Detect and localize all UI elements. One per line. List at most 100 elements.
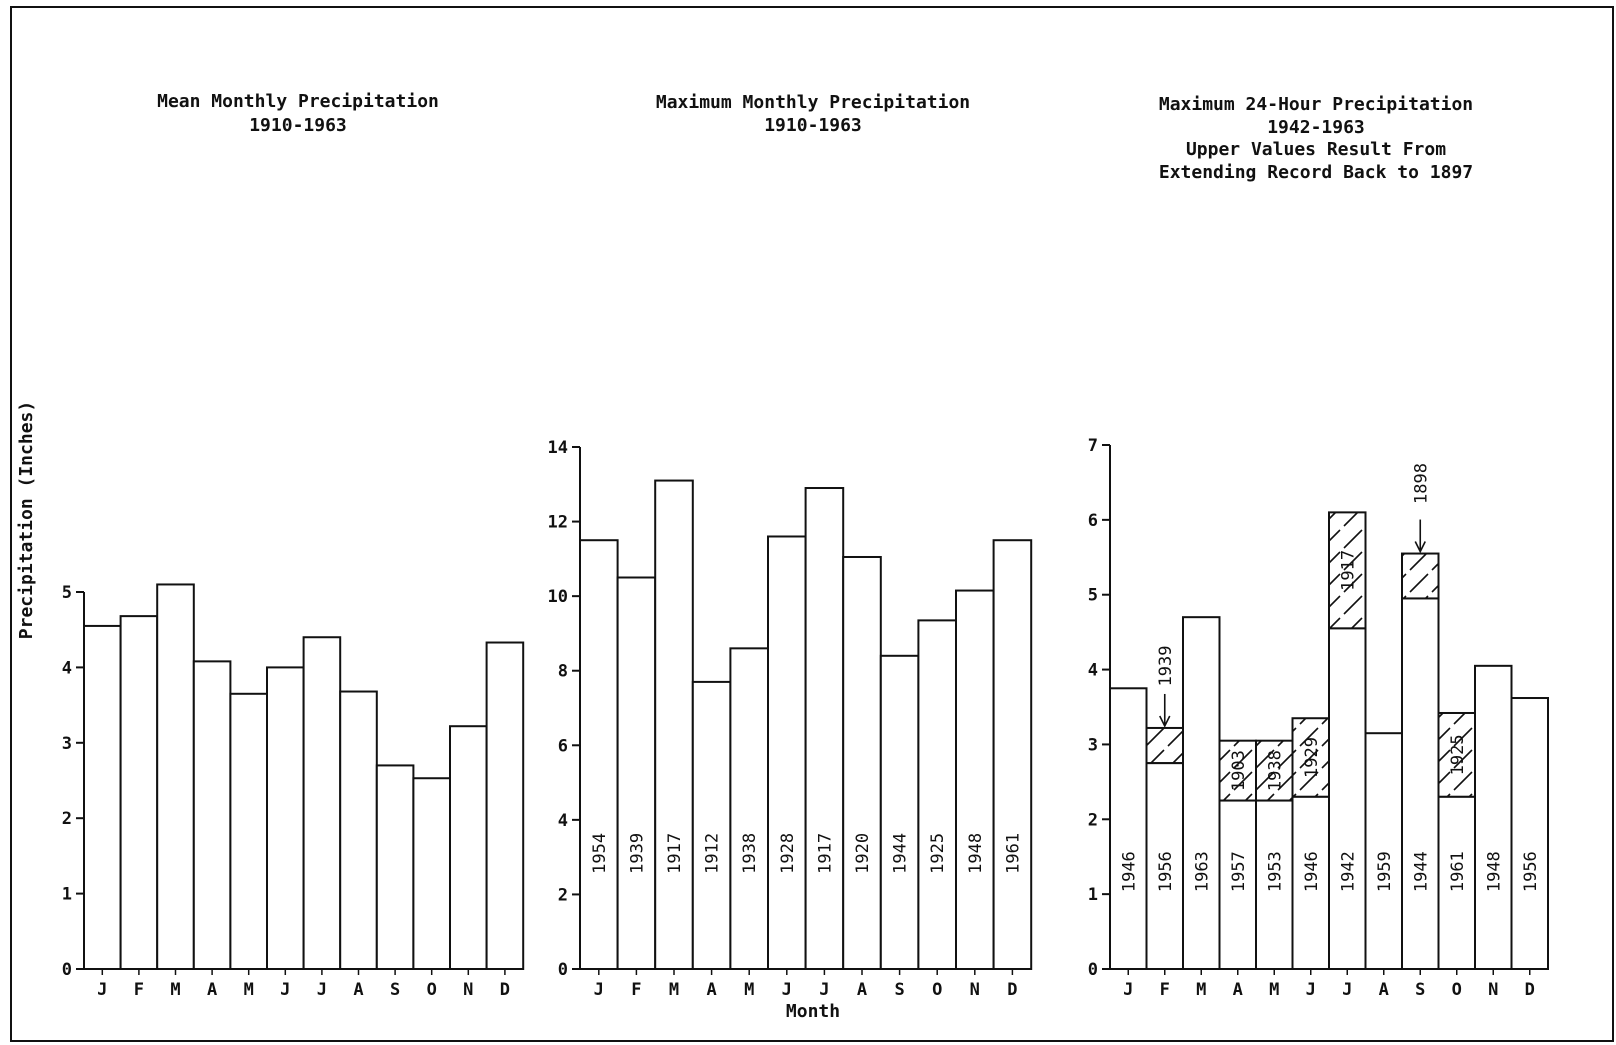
figure-frame (10, 6, 1614, 1042)
bar-year-label: 1928 (778, 833, 798, 874)
x-tick-label: M (244, 980, 254, 1000)
y-tick-label: 4 (1088, 661, 1098, 681)
bar-year-label: 1917 (1338, 550, 1358, 591)
bar-year-label: 1925 (928, 833, 948, 874)
y-tick-label: 3 (62, 734, 72, 754)
bar (917, 619, 958, 971)
x-tick-label: D (1525, 980, 1535, 1000)
bar (229, 692, 268, 970)
y-tick-label: 5 (1088, 586, 1098, 606)
y-tick-label: 4 (62, 658, 72, 678)
y-tick-label: 14 (548, 438, 568, 458)
bar-year-label: 1938 (1265, 750, 1285, 791)
y-tick-label: 6 (1088, 511, 1098, 531)
y-tick-label: 3 (1088, 735, 1098, 755)
bar (1291, 795, 1330, 970)
x-tick-label: F (134, 980, 144, 1000)
bar (1109, 687, 1148, 970)
bar-year-label: 1944 (891, 833, 911, 874)
bar (1255, 799, 1294, 970)
bar (192, 660, 232, 970)
x-tick-label: J (594, 980, 604, 1000)
bar (1182, 616, 1221, 971)
chart1-subtitle: 1910-1963 (249, 115, 347, 136)
bar-extended-segment (1218, 739, 1257, 802)
x-tick-label: J (782, 980, 792, 1000)
x-tick-label: N (463, 980, 473, 1000)
y-tick-label: 12 (548, 513, 568, 533)
y-tick-label: 10 (548, 587, 568, 607)
bar-year-label: 1938 (740, 833, 760, 874)
bar-extended-segment (1145, 726, 1184, 765)
bar (1218, 799, 1257, 970)
bar (579, 539, 619, 970)
bar (804, 487, 845, 970)
x-tick-label: M (669, 980, 679, 1000)
chart2-title: Maximum Monthly Precipitation (656, 92, 970, 113)
y-tick-label: 0 (1088, 960, 1098, 980)
bar (156, 583, 195, 971)
x-tick-label: J (1306, 980, 1316, 1000)
x-tick-label: O (932, 980, 942, 1000)
x-tick-label: A (1233, 980, 1243, 1000)
x-tick-label: A (706, 980, 716, 1000)
bar-year-label: 1946 (1119, 851, 1139, 892)
x-tick-label: J (97, 980, 107, 1000)
bar-year-label: 1956 (1156, 851, 1176, 892)
y-tick-label: 0 (558, 960, 568, 980)
y-tick-label: 8 (558, 662, 568, 682)
x-tick-label: N (1488, 980, 1498, 1000)
x-tick-label: O (427, 980, 437, 1000)
bar-year-label: 1948 (1484, 851, 1504, 892)
bar-year-label: 1939 (627, 833, 647, 874)
bar-extended-segment (1255, 739, 1294, 802)
y-axis-label: Precipitation (Inches) (16, 401, 37, 639)
bar (616, 576, 657, 970)
chart2-subtitle: 1910-1963 (764, 115, 862, 136)
x-tick-label: S (894, 980, 904, 1000)
y-tick-label: 1 (62, 885, 72, 905)
bar (842, 555, 882, 970)
bar (302, 636, 342, 970)
bar-year-label: 1948 (966, 833, 986, 874)
bar (1328, 627, 1367, 971)
bar-year-label: 1917 (815, 833, 835, 874)
x-tick-label: O (1452, 980, 1462, 1000)
x-tick-label: S (1415, 980, 1425, 1000)
bar (83, 624, 122, 970)
x-tick-label: J (280, 980, 290, 1000)
bar (1401, 597, 1440, 970)
bar-year-label: 1917 (665, 833, 685, 874)
x-tick-label: A (207, 980, 217, 1000)
x-tick-label: A (353, 980, 363, 1000)
bar (955, 589, 995, 970)
x-axis-label: Month (786, 1001, 840, 1022)
x-tick-label: M (1269, 980, 1279, 1000)
bar-year-label: 1929 (1302, 737, 1322, 778)
x-tick-label: M (170, 980, 180, 1000)
bar-year-label: 1939 (1156, 645, 1176, 686)
bar-year-label: 1959 (1375, 851, 1395, 892)
x-tick-label: J (819, 980, 829, 1000)
bar (485, 641, 525, 970)
bar (992, 539, 1033, 970)
y-tick-label: 2 (62, 809, 72, 829)
bar (1364, 732, 1403, 971)
x-tick-label: J (317, 980, 327, 1000)
y-tick-label: 2 (558, 885, 568, 905)
chart3-subtitle: 1942-1963 (1267, 117, 1365, 138)
chart3-subtitle3: Extending Record Back to 1897 (1159, 162, 1473, 183)
bar (691, 680, 732, 971)
x-tick-label: A (1379, 980, 1389, 1000)
bar-year-label: 1957 (1229, 851, 1249, 892)
bar-year-label: 1944 (1411, 851, 1431, 892)
arrow-head (1159, 715, 1171, 728)
bar-year-label: 1961 (1003, 833, 1023, 874)
x-tick-label: F (631, 980, 641, 1000)
bar (767, 535, 807, 970)
y-tick-label: 6 (558, 736, 568, 756)
x-tick-label: J (1342, 980, 1352, 1000)
bar-year-label: 1903 (1229, 750, 1249, 791)
